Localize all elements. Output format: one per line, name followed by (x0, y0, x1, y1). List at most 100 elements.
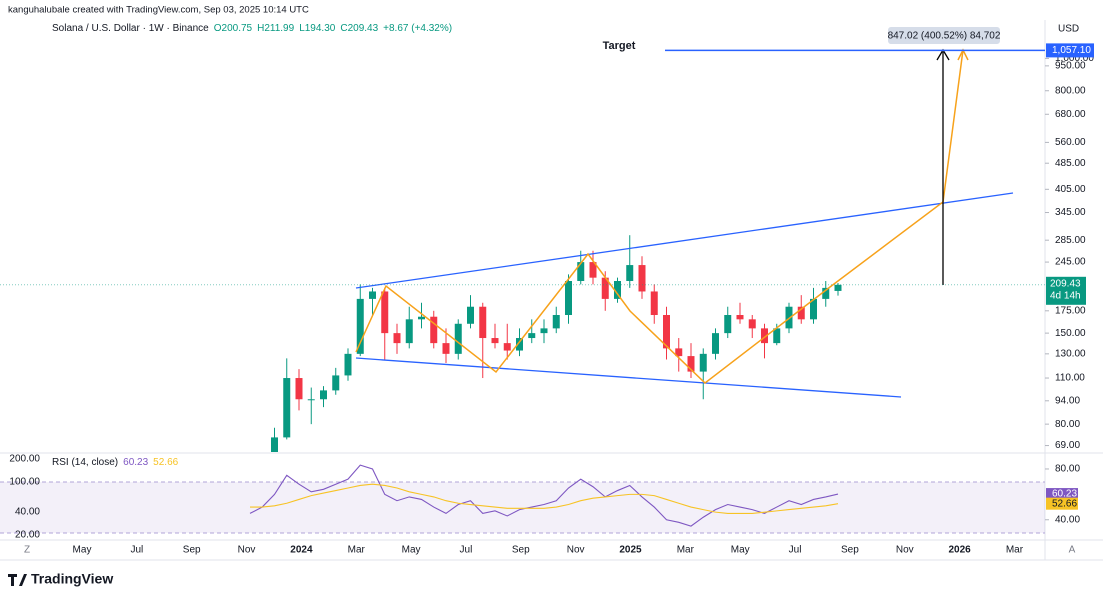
y-tick-label: 485.00 (1055, 158, 1086, 169)
candle-body (797, 306, 805, 320)
x-tick-label: May (402, 545, 421, 556)
candle-body (761, 328, 768, 344)
y-tick-label: 175.00 (1055, 305, 1086, 316)
y-tick-label: 94.00 (1055, 395, 1080, 406)
candle-body (479, 306, 487, 339)
y-tick-label: 800.00 (1055, 85, 1086, 96)
candle-body (381, 291, 389, 334)
candle-body (540, 328, 548, 334)
brand: TradingView (31, 571, 113, 587)
measure-label: 847.02 (400.52%) 84,702 (888, 31, 1001, 42)
candle-body (271, 437, 278, 452)
currency: USD (1058, 24, 1079, 35)
target-tag-label: 1,057.10 (1052, 45, 1091, 56)
candle-body (356, 298, 364, 354)
rsi-line (249, 464, 839, 527)
countdown: 4d 14h (1050, 290, 1081, 301)
measure-box (888, 27, 1000, 44)
candle-body (491, 338, 499, 344)
candle-body (418, 316, 425, 320)
legend-value: C209.43 (340, 23, 378, 34)
rsi-legend-value: 60.23 (123, 457, 148, 468)
candle-body (369, 291, 376, 299)
y-tick-label: 110.00 (1055, 373, 1085, 384)
rsi-tick-label: 80.00 (1055, 464, 1080, 475)
candle-body (773, 328, 781, 344)
candle-body (454, 323, 462, 354)
x-tick-label: Nov (238, 545, 256, 556)
rsi-left-label: 20.00 (15, 530, 40, 541)
candle-body (675, 348, 683, 357)
rsi-title: RSI (14, close) (52, 457, 118, 468)
candle-body (393, 333, 401, 344)
x-tick-label: Mar (677, 545, 695, 556)
rsi-band (0, 482, 1045, 533)
y-tick-label: 560.00 (1055, 137, 1086, 148)
x-tick-label: Jul (789, 545, 802, 556)
rsi-tick-label: 40.00 (1055, 514, 1080, 525)
candle-body (552, 315, 560, 329)
candles (271, 235, 842, 452)
y-tick-label: 680.00 (1055, 109, 1086, 120)
price-tag (1046, 276, 1086, 305)
y-tick-label: 285.00 (1055, 235, 1086, 246)
zigzag (355, 49, 964, 384)
rsi-left-label: 40.00 (15, 507, 40, 518)
candle-body (577, 262, 585, 281)
candle-body (834, 284, 842, 291)
rsi-tag-label: 52.66 (1052, 498, 1077, 509)
x-tick-label: May (731, 545, 750, 556)
price-tag-label: 209.43 (1050, 278, 1081, 289)
candle-body (503, 343, 511, 351)
x-tick-label: Mar (348, 545, 366, 556)
rsi-left-label: 100.00 (9, 477, 40, 488)
candle-body (295, 378, 303, 400)
rsi-line (250, 483, 839, 514)
x-tick-label: 2024 (290, 545, 313, 556)
y-tick-label: 245.00 (1055, 257, 1086, 268)
legend-value: O200.75 (214, 23, 253, 34)
x-tick-label: Mar (1006, 545, 1024, 556)
x-axis-auto: A (1069, 545, 1076, 556)
candle-body (332, 375, 340, 391)
candle-body (712, 333, 719, 354)
candle-body (650, 291, 658, 316)
candle-body (283, 378, 291, 438)
candle-body (638, 265, 646, 292)
legend-value: H211.99 (257, 23, 295, 34)
rsi-legend-value: 52.66 (153, 457, 178, 468)
rsi-tag-label: 60.23 (1052, 489, 1077, 500)
y-tick-label: 130.00 (1055, 348, 1086, 359)
candle-body (810, 298, 817, 320)
candle-body (663, 315, 670, 349)
x-tick-label: Nov (567, 545, 585, 556)
trendline (355, 192, 1014, 289)
x-axis-scroll: Z (24, 545, 30, 556)
candle-body (467, 306, 474, 324)
x-tick-label: Nov (896, 545, 914, 556)
y-tick-label: 345.00 (1055, 207, 1086, 218)
rsi-legend: RSI (14, close) 60.23 52.66 (52, 457, 179, 468)
candle-body (822, 287, 830, 299)
x-tick-label: Jul (130, 545, 143, 556)
legend-value: L194.30 (299, 23, 336, 34)
x-tick-label: 2025 (619, 545, 642, 556)
rsi-left-label: 200.00 (9, 454, 40, 465)
y-tick-label: 405.00 (1055, 184, 1086, 195)
y-tick-label: 150.00 (1055, 328, 1086, 339)
candle-body (565, 281, 572, 316)
x-tick-label: Sep (512, 545, 530, 556)
logo: TradingView (8, 571, 113, 587)
candle-body (516, 338, 523, 351)
candle-body (442, 343, 450, 354)
y-tick-label: 1,000.00 (1055, 53, 1094, 64)
x-tick-label: Jul (460, 545, 473, 556)
candle-body (430, 316, 438, 344)
x-tick-label: May (73, 545, 92, 556)
candle-body (736, 315, 744, 320)
candle-body (748, 319, 756, 329)
x-tick-label: Sep (841, 545, 859, 556)
candle-body (405, 319, 413, 344)
